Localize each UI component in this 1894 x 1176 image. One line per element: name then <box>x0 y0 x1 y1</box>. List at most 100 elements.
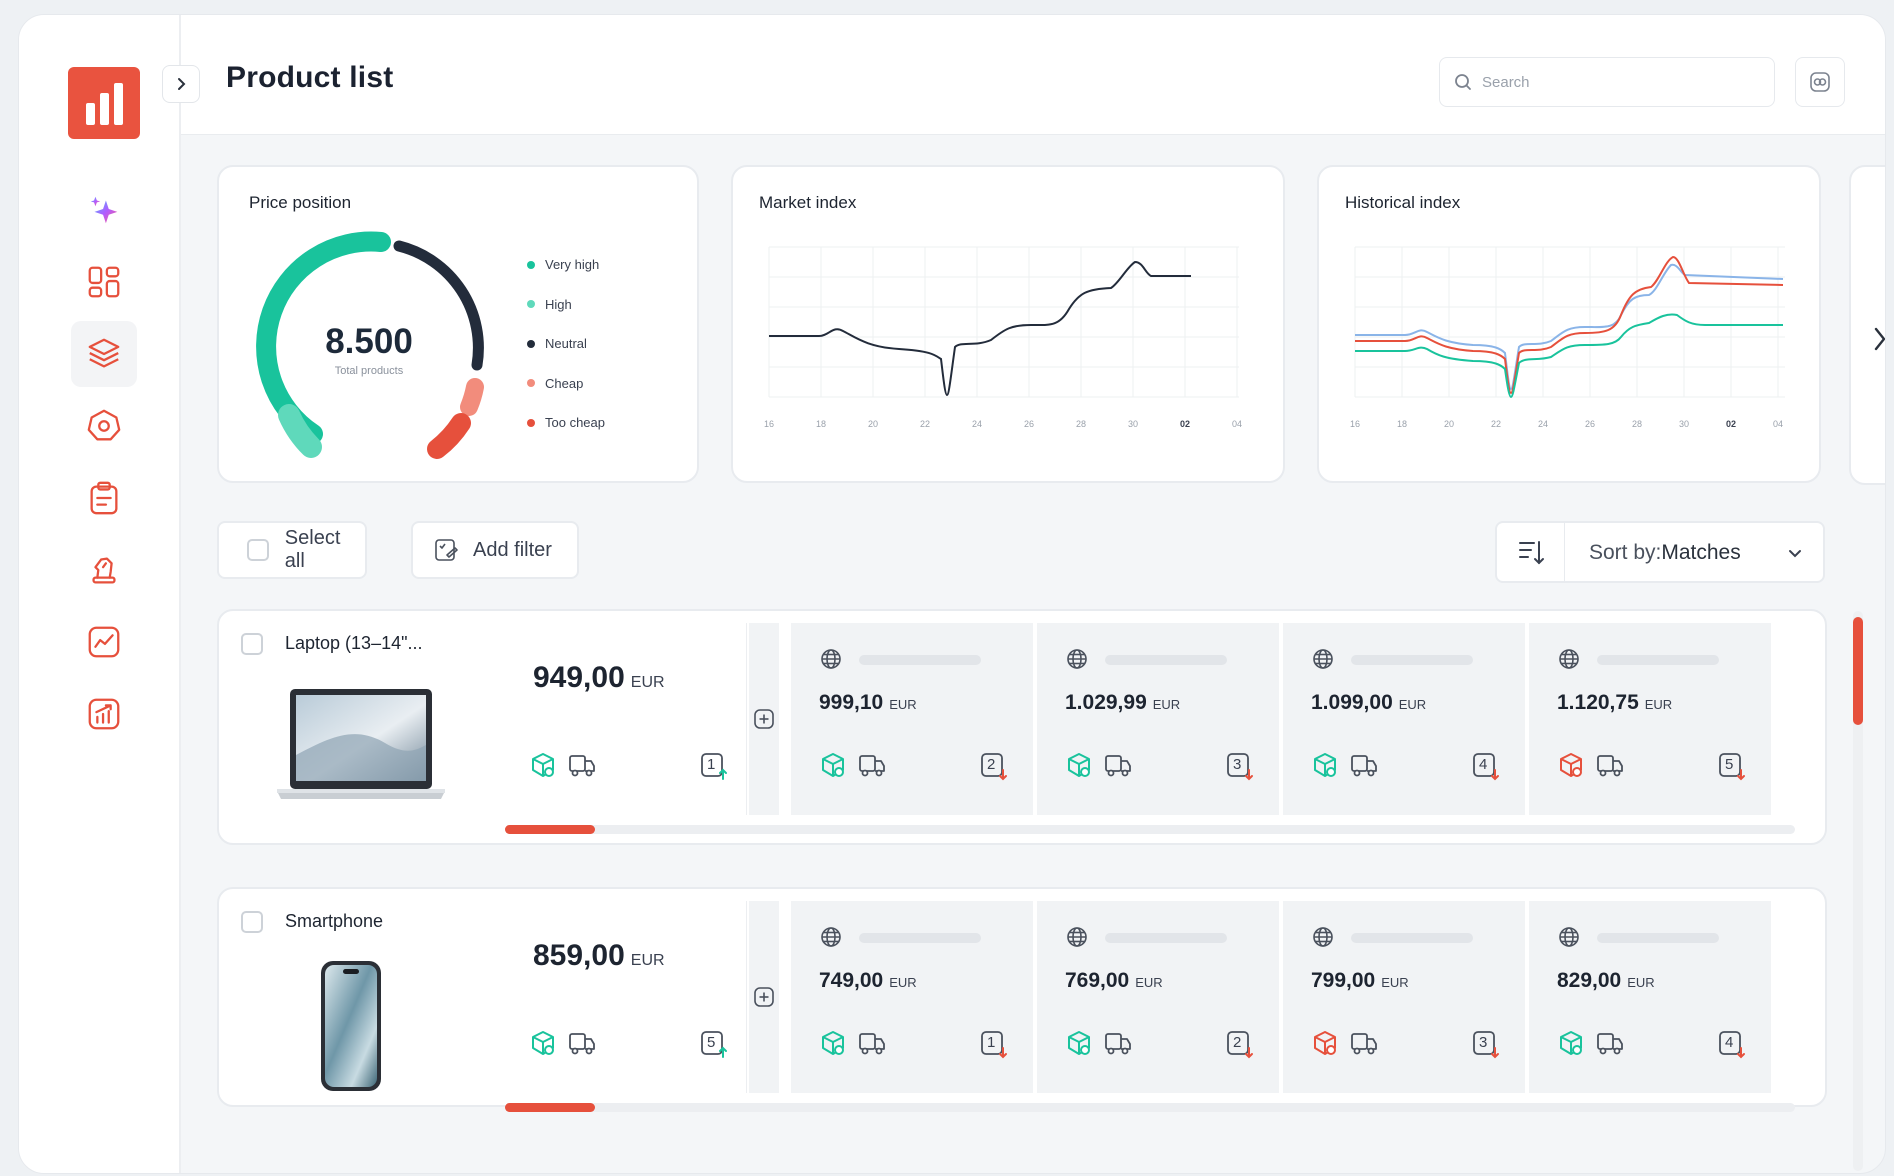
x-tick: 16 <box>764 419 774 429</box>
row-scroll-track[interactable] <box>505 825 1795 834</box>
sidebar-item-analytics[interactable] <box>71 609 137 675</box>
globe-icon <box>821 927 841 947</box>
plus-icon[interactable] <box>753 708 775 730</box>
competitor-currency: EUR <box>889 975 917 990</box>
competitor-rank-badge: 2 <box>979 751 1009 786</box>
search-input[interactable]: Search <box>1439 57 1775 107</box>
app-logo[interactable] <box>68 67 140 139</box>
row-checkbox[interactable] <box>241 911 263 933</box>
competitor-price: 749,00 EUR <box>819 969 917 993</box>
integration-button[interactable] <box>1795 57 1845 107</box>
price-position-title: Price position <box>249 193 352 212</box>
own-price-panel[interactable]: 949,00 EUR 1 <box>505 623 747 815</box>
legend-item-too-cheap: Too cheap <box>527 403 605 443</box>
competitor-price-panel[interactable]: 749,00 EUR 1 <box>791 901 1033 1093</box>
select-all-button[interactable]: Select all <box>217 521 367 579</box>
box-check-icon <box>1560 1031 1582 1055</box>
competitor-currency: EUR <box>1644 697 1673 712</box>
sort-dropdown[interactable]: Sort by:Matches <box>1495 521 1825 583</box>
x-tick: 04 <box>1232 419 1242 429</box>
sort-prefix: Sort by: <box>1589 541 1662 564</box>
x-tick: 04 <box>1773 419 1783 429</box>
competitor-price-panel[interactable]: 1.120,75 EUR 5 <box>1529 623 1771 815</box>
expand-sidebar-button[interactable] <box>162 65 200 103</box>
delivery-truck-icon <box>1351 1033 1377 1055</box>
sidebar-item-reports[interactable] <box>71 465 137 531</box>
competitor-price: 829,00 EUR <box>1557 969 1655 993</box>
competitor-currency: EUR <box>1152 697 1181 712</box>
box-check-icon <box>532 1031 554 1055</box>
sidebar-item-dashboard[interactable] <box>71 249 137 315</box>
competitor-status-icons <box>819 751 887 779</box>
rank-down-icon <box>1227 753 1253 781</box>
box-check-icon <box>1068 753 1090 777</box>
legend-label: High <box>545 296 572 312</box>
sort-label: Sort by:Matches <box>1589 541 1741 565</box>
sort-direction-button[interactable] <box>1497 523 1565 581</box>
product-name[interactable]: Smartphone <box>285 911 384 931</box>
plus-icon[interactable] <box>753 986 775 1008</box>
competitor-price-panel[interactable]: 769,00 EUR 2 <box>1037 901 1279 1093</box>
x-tick: 22 <box>920 419 930 429</box>
competitor-currency: EUR <box>1135 975 1163 990</box>
x-tick: 02 <box>1180 419 1190 429</box>
competitor-status-icons <box>1557 1029 1625 1057</box>
delivery-truck-icon <box>1597 1033 1623 1055</box>
globe-icon <box>1559 649 1579 669</box>
x-tick: 24 <box>1538 419 1548 429</box>
sidebar-item-growth[interactable] <box>71 681 137 747</box>
sidebar-item-products[interactable] <box>71 321 137 387</box>
x-tick: 26 <box>1024 419 1034 429</box>
competitor-price-panel[interactable]: 799,00 EUR 3 <box>1283 901 1525 1093</box>
competitor-price-panel[interactable]: 829,00 EUR 4 <box>1529 901 1771 1093</box>
product-row[interactable]: Laptop (13–14"... 949,00 EUR 1 999,1 <box>217 609 1827 845</box>
own-price: 949,00 EUR <box>533 661 665 695</box>
own-price-panel[interactable]: 859,00 EUR 5 <box>505 901 747 1093</box>
delivery-truck-icon <box>569 755 595 777</box>
competitor-name-placeholder <box>1105 655 1227 665</box>
list-scrollbar[interactable] <box>1853 611 1863 1171</box>
row-scroll-fill[interactable] <box>505 1103 596 1112</box>
sidebar-item-ai[interactable] <box>71 177 137 243</box>
price-position-legend: Very high High Neutral Cheap Too cheap <box>527 245 605 443</box>
sidebar-item-pricing[interactable] <box>71 393 137 459</box>
product-row[interactable]: Smartphone 859,00 EUR 5 749,00 EUR 1 <box>217 887 1827 1112</box>
row-scroll-fill[interactable] <box>505 825 596 834</box>
row-checkbox-wrap <box>241 633 263 655</box>
sidebar-item-strategy[interactable] <box>71 537 137 603</box>
add-filter-button[interactable]: Add filter <box>411 521 579 579</box>
x-tick: 30 <box>1679 419 1689 429</box>
total-products-value: 8.500 <box>325 322 413 361</box>
legend-item-cheap: Cheap <box>527 364 605 404</box>
x-tick: 20 <box>868 419 878 429</box>
competitor-price-panel[interactable]: 1.099,00 EUR 4 <box>1283 623 1525 815</box>
own-rank-value: 1 <box>707 756 716 773</box>
competitor-price-value: 799,00 <box>1311 969 1376 992</box>
rank-down-icon <box>1473 753 1499 781</box>
competitor-rank-value: 3 <box>1233 756 1242 773</box>
chevron-right-icon[interactable] <box>1871 325 1886 353</box>
competitor-price: 999,10 EUR <box>819 691 917 715</box>
tag-badge-icon <box>87 409 121 441</box>
competitor-rank-value: 2 <box>987 756 996 773</box>
select-all-checkbox[interactable] <box>247 539 269 561</box>
own-price: 859,00 EUR <box>533 939 665 973</box>
competitor-name-placeholder <box>1597 933 1719 943</box>
competitor-rank-badge: 3 <box>1471 1029 1501 1064</box>
competitor-price-panel[interactable]: 999,10 EUR 2 <box>791 623 1033 815</box>
sparkle-icon <box>90 196 118 224</box>
box-check-icon <box>1314 753 1336 777</box>
competitor-rank-badge: 5 <box>1717 751 1747 786</box>
clipboard-icon <box>90 481 118 515</box>
competitor-price-panel[interactable]: 1.029,99 EUR 3 <box>1037 623 1279 815</box>
row-scroll-track[interactable] <box>505 1103 1795 1112</box>
link-settings-icon <box>1810 72 1830 92</box>
legend-label: Cheap <box>545 375 584 391</box>
scrollbar-thumb[interactable] <box>1853 617 1863 725</box>
x-tick: 18 <box>1397 419 1407 429</box>
legend-dot <box>527 300 535 309</box>
product-image-laptop <box>275 685 447 814</box>
product-name[interactable]: Laptop (13–14"... <box>285 633 423 653</box>
box-check-icon <box>1560 753 1582 777</box>
row-checkbox[interactable] <box>241 633 263 655</box>
